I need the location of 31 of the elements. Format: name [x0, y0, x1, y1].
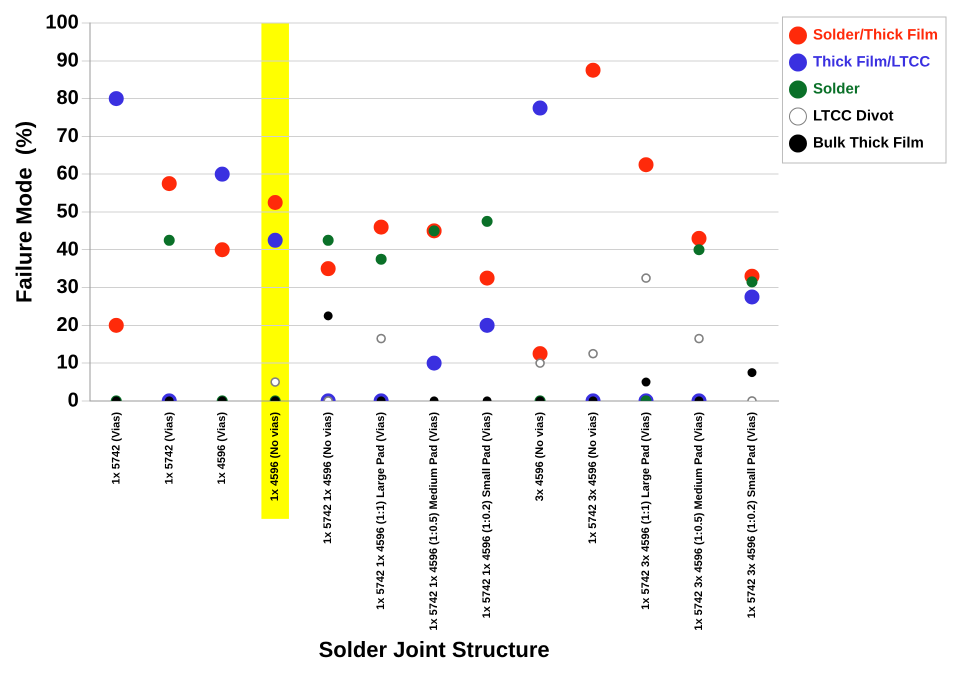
x-axis-title: Solder Joint Structure: [318, 636, 550, 662]
y-tick-label: 80: [56, 87, 79, 110]
x-tick-label: 1x 5742 3x 4596 (1:1) Large Pad (Vias): [640, 412, 652, 610]
x-tick-label: 1x 5742 1x 4596 (1:0.2) Small Pad (Vias): [481, 412, 494, 618]
legend-label: Solder/Thick Film: [812, 26, 938, 44]
legend-label: Solder: [812, 80, 860, 98]
legend-label: LTCC Divot: [812, 108, 894, 125]
y-tick-label: 90: [56, 49, 79, 72]
y-tick-label: 40: [56, 238, 79, 260]
x-tick-label: 1x 5742 3x 4596 (1:0.2) Small Pad (Vias): [746, 412, 758, 618]
y-tick-label: 70: [56, 124, 79, 147]
x-tick-label: 1x 5742 1x 4596 (1:0.5) Medium Pad (Vias): [428, 412, 440, 631]
y-tick-label: 60: [56, 162, 79, 185]
x-tick-label: 1x 5742 (Vias): [163, 412, 176, 484]
x-tick-label: 1x 4596 (No vias): [269, 412, 282, 502]
y-tick-label: 20: [56, 314, 79, 336]
legend-label: Thick Film/LTCC: [812, 54, 930, 71]
x-tick-label: 1x 5742 1x 4596 (No vias): [322, 412, 334, 544]
x-tick-label: 1x 5742 3x 4596 (1:0.5) Medium Pad (Vias): [693, 412, 706, 631]
legend-label: Bulk Thick Film: [812, 134, 924, 152]
y-tick-label: 30: [56, 276, 79, 298]
x-tick-label: 1x 4596 (Vias): [216, 412, 228, 484]
x-tick-label: 1x 5742 3x 4596 (No vias): [587, 412, 600, 544]
y-tick-label: 0: [68, 389, 79, 412]
y-tick-label: 10: [56, 352, 79, 374]
y-tick-label: 100: [45, 12, 79, 34]
x-tick-label: 3x 4596 (No vias): [534, 412, 546, 502]
x-tick-label: 1x 5742 (Vias): [110, 412, 122, 484]
x-tick-label: 1x 5742 1x 4596 (1:1) Large Pad (Vias): [375, 412, 388, 610]
y-tick-label: 50: [56, 200, 79, 222]
y-axis-title: Failure Mode (%): [11, 120, 36, 304]
